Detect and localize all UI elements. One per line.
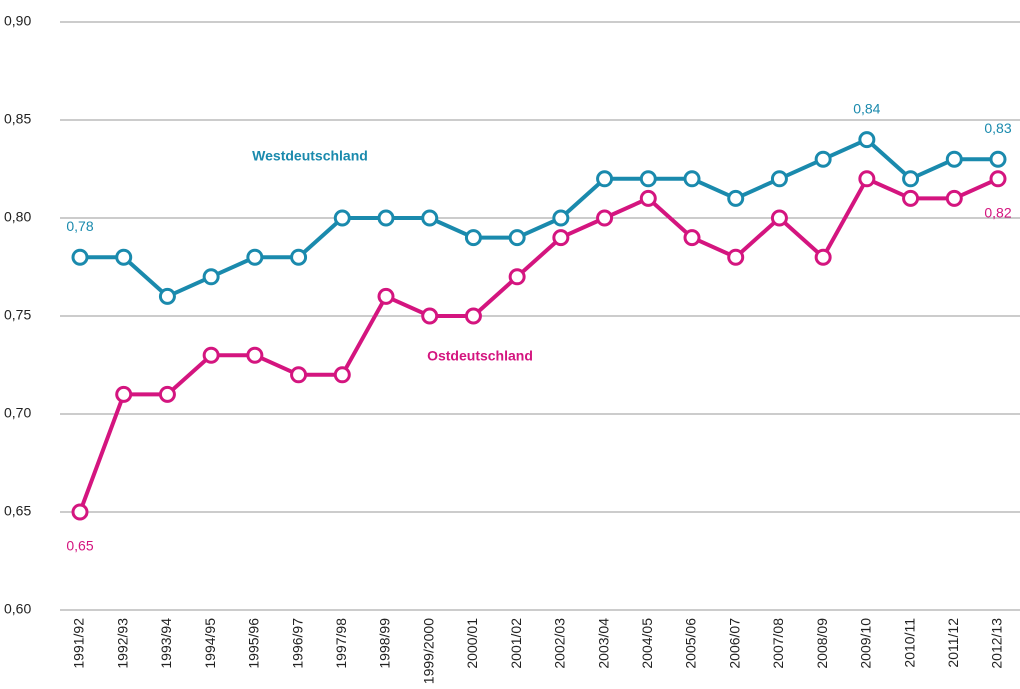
marker [770,209,788,227]
marker [202,268,220,286]
x-tick-label: 1993/94 [158,618,174,669]
marker [246,346,264,364]
data-label: 0,65 [66,538,93,554]
marker [770,170,788,188]
y-tick-label: 0,80 [4,209,31,225]
marker [902,170,920,188]
x-tick-label: 2003/04 [595,618,611,669]
marker [596,209,614,227]
marker [683,229,701,247]
marker [464,307,482,325]
marker [945,150,963,168]
marker [464,229,482,247]
marker [508,229,526,247]
marker [727,248,745,266]
marker [421,209,439,227]
marker [71,248,89,266]
marker [596,170,614,188]
marker [508,268,526,286]
marker [814,150,832,168]
marker [945,189,963,207]
x-tick-label: 2011/12 [945,618,961,668]
x-tick-label: 1998/99 [377,618,393,669]
series-line [78,176,999,513]
data-label: 0,84 [853,100,880,116]
y-tick-label: 0,70 [4,405,31,421]
marker [290,366,308,384]
x-tick-label: 2006/07 [726,618,742,669]
x-tick-label: 1997/98 [333,618,349,669]
x-tick-label: 2007/08 [770,618,786,669]
x-tick-label: 1994/95 [202,618,218,669]
x-tick-label: 1996/97 [289,618,305,669]
marker [902,189,920,207]
x-tick-label: 2004/05 [639,618,655,669]
x-tick-label: 1991/92 [71,618,87,669]
x-tick-label: 2010/11 [901,618,917,668]
y-tick-label: 0,75 [4,307,31,323]
y-tick-label: 0,60 [4,601,31,617]
x-tick-label: 2008/09 [814,618,830,669]
marker [246,248,264,266]
marker [202,346,220,364]
y-tick-label: 0,65 [4,503,31,519]
marker [333,366,351,384]
marker [158,385,176,403]
x-tick-label: 1999/2000 [420,618,436,684]
series-label: Ostdeutschland [427,348,533,364]
marker [552,209,570,227]
marker [377,209,395,227]
marker [858,170,876,188]
marker [727,189,745,207]
marker [421,307,439,325]
marker [115,385,133,403]
series-line [80,137,998,299]
x-tick-label: 2001/02 [508,618,524,669]
x-tick-label: 1995/96 [246,618,262,669]
marker [989,150,1007,168]
x-tick-label: 2002/03 [552,618,568,669]
series-label: Westdeutschland [252,148,368,164]
x-tick-label: 2005/06 [683,618,699,669]
marker [377,287,395,305]
x-tick-label: 2009/10 [858,618,874,669]
y-tick-label: 0,90 [4,13,31,29]
data-label: 0,82 [984,205,1011,221]
marker [989,170,1007,188]
x-tick-label: 2012/13 [989,618,1005,669]
data-label: 0,83 [984,120,1011,136]
marker [858,131,876,149]
marker [814,248,832,266]
x-tick-label: 1992/93 [114,618,130,669]
marker [333,209,351,227]
marker [158,287,176,305]
marker [115,248,133,266]
marker [290,248,308,266]
y-tick-label: 0,85 [4,111,31,127]
marker [639,189,657,207]
data-label: 0,78 [66,218,93,234]
marker [683,170,701,188]
marker [639,170,657,188]
x-tick-label: 2000/01 [464,618,480,669]
marker [552,229,570,247]
marker [71,503,89,521]
